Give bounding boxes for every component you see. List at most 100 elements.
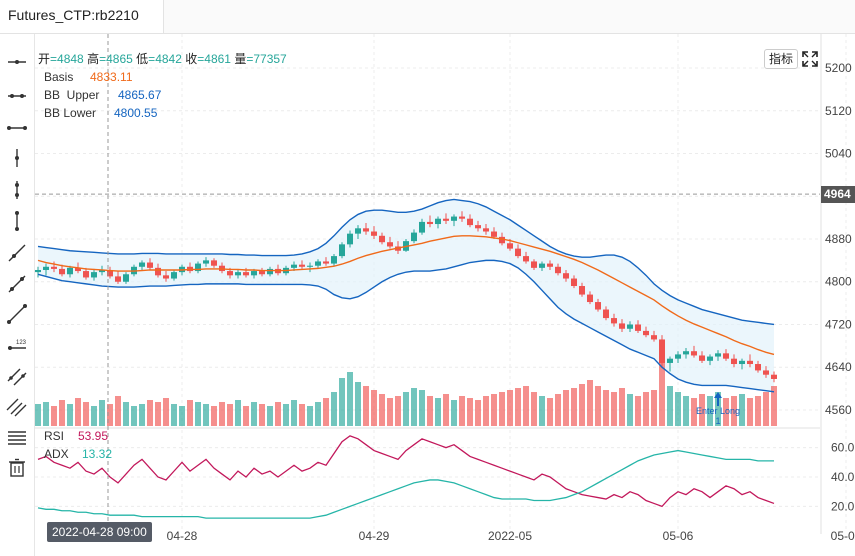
svg-text:123: 123: [16, 340, 27, 346]
crosshair-time-label: 2022-04-28 09:00: [47, 522, 152, 542]
volume-bar: [251, 402, 257, 426]
fullscreen-icon[interactable]: [800, 49, 820, 69]
candle-body: [443, 218, 449, 221]
fibonacci-lines-icon[interactable]: [3, 426, 31, 450]
price-tick-label: 4720: [825, 317, 852, 331]
segment-icon[interactable]: [3, 272, 31, 296]
volume-bar: [187, 400, 193, 426]
rsi-line: [37, 435, 775, 508]
candle-body: [699, 355, 705, 361]
volume-bar: [363, 386, 369, 426]
candle-body: [195, 263, 201, 272]
volume-bar: [219, 402, 225, 426]
volume-bar: [107, 404, 113, 426]
price-channel-icon[interactable]: [3, 394, 31, 418]
candle-body: [739, 360, 745, 365]
low-label: 低: [136, 52, 149, 66]
time-tick-label: 2022-05: [488, 529, 532, 543]
ray-horizontal-icon[interactable]: [3, 50, 31, 74]
candle-body: [227, 271, 233, 276]
time-tick-label: 05-09: [831, 529, 855, 543]
candle-body: [675, 354, 681, 359]
enter-long-label: Enter Long: [696, 406, 740, 416]
volume-bar: [291, 400, 297, 426]
volume-bar: [555, 394, 561, 426]
volume-bar: [59, 400, 65, 426]
volume-bar: [67, 404, 73, 426]
volume-bar: [259, 404, 265, 426]
rsi-name: RSI: [44, 429, 65, 443]
legend-rsi[interactable]: RSI 53.95: [44, 427, 112, 445]
candle-body: [91, 272, 97, 278]
volume-bar: [275, 402, 281, 426]
volume-bar: [475, 400, 481, 426]
legend-adx[interactable]: ADX 13.32: [44, 445, 112, 463]
trash-icon[interactable]: [3, 456, 31, 480]
straight-line-icon[interactable]: [3, 302, 31, 326]
candle-body: [243, 272, 249, 276]
candle-body: [163, 275, 169, 279]
candle-body: [619, 323, 625, 329]
volume-bar: [115, 396, 121, 426]
volume-bar: [523, 386, 529, 426]
volume-bar: [35, 404, 41, 426]
volume-bar: [99, 400, 105, 426]
vertical-segment-icon[interactable]: [3, 178, 31, 202]
volume-bar: [283, 404, 289, 426]
candle-body: [635, 324, 641, 331]
bb-lower-value: 4800.55: [114, 106, 158, 120]
sub-tick-label: 60.0: [831, 441, 855, 455]
volume-bar: [267, 406, 273, 426]
candle-body: [59, 268, 65, 275]
price-tick-label: 4880: [825, 232, 852, 246]
high-label: 高: [87, 52, 100, 66]
volume-bar: [619, 388, 625, 426]
rsi-value: 53.95: [78, 429, 109, 443]
candle-body: [347, 233, 353, 245]
candle-body: [731, 358, 737, 365]
legend-bb-lower[interactable]: BB Lower 4800.55: [38, 104, 287, 122]
candle-body: [235, 272, 241, 276]
volume-value: 77357: [253, 52, 287, 66]
legend-bb-upper[interactable]: BB Upper 4865.67: [38, 86, 287, 104]
candle-body: [83, 271, 89, 278]
candle-body: [307, 265, 313, 267]
horizontal-segment-icon[interactable]: [3, 84, 31, 108]
volume-bar: [243, 406, 249, 426]
sub-tick-label: 20.0: [831, 499, 855, 513]
horizontal-line-icon[interactable]: [3, 116, 31, 140]
candle-body: [315, 261, 321, 266]
candle-body: [67, 267, 73, 275]
volume-bar: [339, 378, 345, 426]
candle-body: [35, 269, 41, 273]
candle-body: [211, 260, 217, 266]
volume-bar: [371, 390, 377, 426]
close-label: 收: [185, 52, 198, 66]
candle-body: [171, 272, 177, 279]
candle-body: [139, 262, 145, 267]
indicators-button[interactable]: 指标: [764, 49, 798, 69]
candle-body: [331, 256, 337, 264]
volume-bar: [691, 398, 697, 426]
legend-basis[interactable]: Basis 4833.11: [38, 68, 287, 86]
volume-bar: [43, 402, 49, 426]
price-line-icon[interactable]: 123: [3, 332, 31, 356]
candle-body: [411, 232, 417, 242]
price-tick-label: 5040: [825, 147, 852, 161]
sub-legend: RSI 53.95 ADX 13.32: [44, 427, 112, 463]
vertical-ray-icon[interactable]: [3, 146, 31, 170]
candle-body: [499, 236, 505, 244]
volume-bar: [611, 392, 617, 426]
open-value: 4848: [57, 52, 84, 66]
candle-body: [595, 302, 601, 310]
vertical-line-icon[interactable]: [3, 209, 31, 233]
volume-bar: [347, 372, 353, 426]
tab-symbol[interactable]: Futures_CTP:rb2210: [0, 0, 164, 33]
volume-bar: [91, 406, 97, 426]
candle-body: [571, 278, 577, 287]
volume-bar: [587, 380, 593, 426]
parallel-lines-icon[interactable]: [3, 364, 31, 388]
ray-line-icon[interactable]: [3, 241, 31, 265]
volume-bar: [467, 398, 473, 426]
